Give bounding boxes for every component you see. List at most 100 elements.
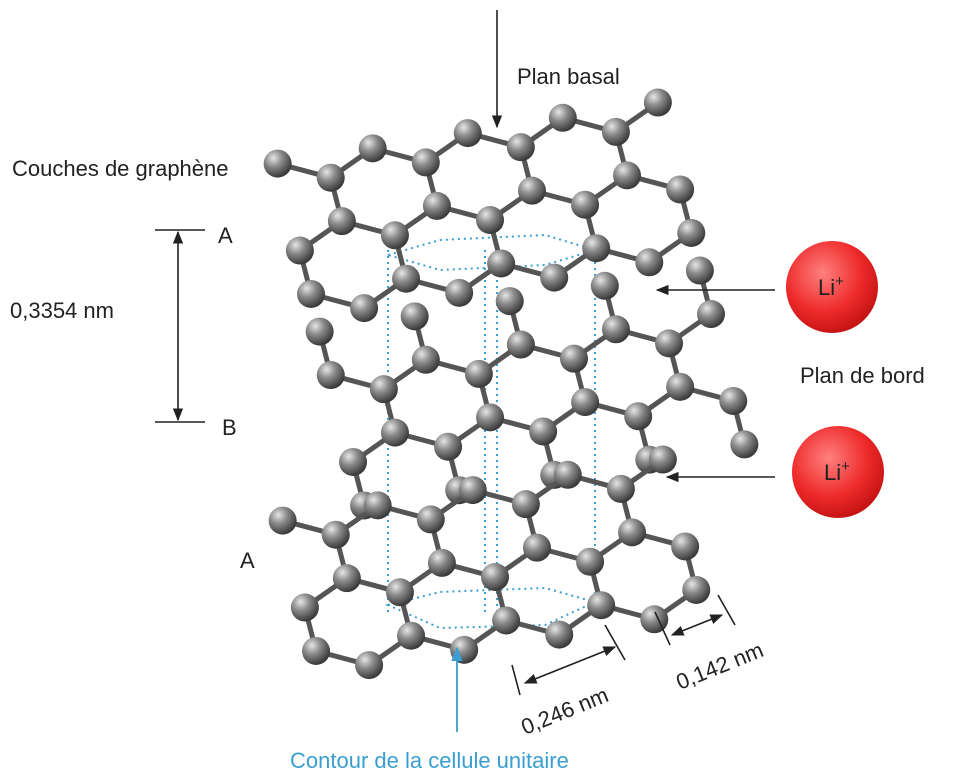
- ion-symbol: Li: [824, 460, 841, 485]
- carbon-atom: [434, 432, 463, 461]
- carbon-atom: [321, 520, 350, 549]
- carbon-atom: [624, 402, 653, 431]
- carbon-atom: [422, 191, 451, 220]
- carbon-atom: [302, 636, 331, 665]
- carbon-atom: [590, 271, 619, 300]
- carbon-atom: [559, 344, 588, 373]
- carbon-atom: [576, 547, 605, 576]
- carbon-atom: [587, 591, 616, 620]
- cell-label: Contour de la cellule unitaire: [290, 748, 569, 773]
- carbon-atom: [481, 563, 509, 591]
- graphene-layers: [263, 88, 759, 680]
- carbon-atom: [358, 134, 387, 163]
- carbon-atom: [450, 635, 479, 664]
- carbon-atom: [411, 345, 440, 374]
- carbon-atom: [268, 506, 297, 535]
- carbon-atom: [522, 533, 551, 562]
- carbon-atom: [476, 403, 505, 432]
- carbon-atom: [635, 248, 664, 277]
- carbon-atom: [582, 234, 611, 263]
- carbon-atom: [397, 621, 426, 650]
- carbon-atom: [613, 161, 642, 190]
- carbon-atom: [601, 315, 630, 344]
- carbon-atom: [571, 190, 600, 219]
- carbon-atom: [392, 264, 421, 293]
- carbon-atom: [445, 278, 474, 307]
- carbon-atom: [363, 491, 392, 520]
- carbon-atom: [327, 207, 356, 236]
- ion-label: Li+: [824, 458, 850, 485]
- carbon-atom: [545, 620, 574, 649]
- carbon-atom: [495, 287, 524, 316]
- graphene-layer: [268, 445, 711, 680]
- carbon-atom: [618, 518, 647, 547]
- carbon-atom: [640, 605, 669, 634]
- layer-label: A: [218, 223, 233, 248]
- bond-label: 0,142 nm: [673, 637, 767, 695]
- ion-label: Li+: [818, 273, 844, 300]
- carbon-atom: [553, 460, 582, 489]
- carbon-atom: [290, 593, 319, 622]
- carbon-atom: [719, 386, 748, 415]
- graphene-layer: [263, 88, 706, 323]
- carbon-atom: [339, 447, 368, 476]
- dim-arrow: [523, 646, 617, 684]
- carbon-atom: [548, 103, 577, 132]
- carbon-atom: [696, 300, 725, 329]
- ion-symbol: Li: [818, 275, 835, 300]
- carbon-atom: [506, 330, 535, 359]
- carbon-atom: [476, 206, 504, 234]
- carbon-atom: [571, 388, 600, 417]
- carbon-atom: [506, 133, 535, 162]
- carbon-atom: [380, 221, 409, 250]
- carbon-atom: [648, 445, 677, 474]
- carbon-atom: [416, 505, 445, 534]
- basal-label: Plan basal: [517, 64, 620, 89]
- carbon-atom: [517, 176, 546, 205]
- carbon-atom: [332, 564, 361, 593]
- layer-label: A: [240, 548, 255, 573]
- li-ion: [786, 241, 878, 333]
- carbon-atom: [427, 548, 456, 577]
- lattice-label: 0,246 nm: [518, 682, 612, 740]
- carbon-atom: [643, 88, 672, 117]
- carbon-atom: [682, 575, 711, 604]
- dim-arrow: [670, 614, 724, 636]
- edge-label: Plan de bord: [800, 363, 925, 388]
- carbon-atom: [529, 417, 558, 446]
- carbon-atom: [305, 317, 334, 346]
- carbon-atom: [606, 474, 635, 503]
- layer-label: B: [222, 415, 237, 440]
- carbon-atom: [655, 329, 684, 358]
- carbon-atom: [492, 606, 521, 635]
- carbon-atom: [677, 218, 706, 247]
- carbon-atom: [458, 476, 487, 505]
- carbon-atom: [464, 359, 493, 388]
- carbon-atom: [540, 263, 569, 292]
- carbon-atom: [316, 163, 345, 192]
- carbon-atom: [666, 372, 695, 401]
- carbon-atom: [355, 651, 384, 680]
- carbon-atom: [400, 302, 429, 331]
- carbon-atom: [487, 249, 516, 278]
- carbon-atom: [685, 256, 714, 285]
- ion-charge: +: [835, 273, 844, 290]
- carbon-atom: [411, 148, 440, 177]
- carbon-atom: [730, 430, 759, 459]
- carbon-atom: [666, 175, 695, 204]
- carbon-atom: [601, 117, 630, 146]
- carbon-atom: [263, 149, 292, 178]
- carbon-atom: [297, 279, 326, 308]
- dim-tick: [511, 664, 521, 696]
- carbon-atom: [385, 578, 414, 607]
- carbon-atom: [671, 532, 700, 561]
- layers-label: Couches de graphène: [12, 156, 229, 181]
- li-ion: [792, 426, 884, 518]
- carbon-atom: [380, 418, 409, 447]
- carbon-atom: [316, 361, 345, 390]
- dim-tick: [604, 624, 626, 661]
- carbon-atom: [350, 294, 379, 323]
- graphene-layer: [305, 256, 759, 520]
- dim-tick: [717, 594, 736, 626]
